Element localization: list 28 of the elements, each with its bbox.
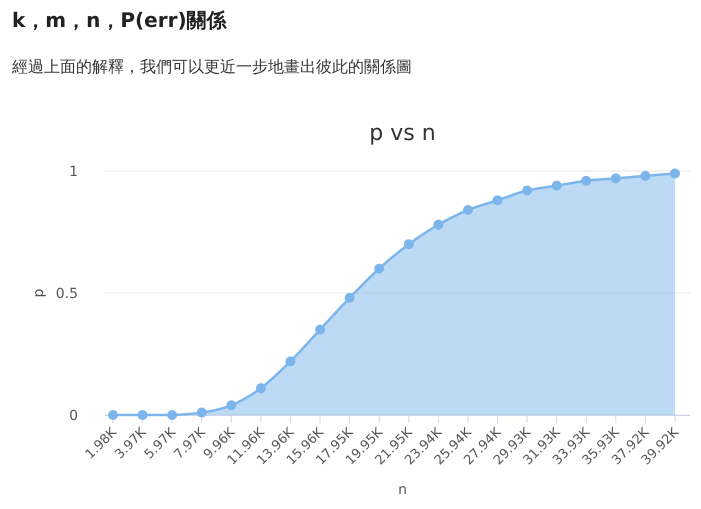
y-tick-label: 0.5: [56, 286, 78, 302]
point: [108, 410, 118, 420]
y-axis-title: p: [31, 288, 47, 298]
point: [670, 168, 680, 178]
x-axis-title: n: [398, 482, 407, 498]
point: [138, 410, 148, 420]
point: [344, 292, 355, 303]
point: [374, 264, 384, 274]
point: [522, 186, 532, 196]
point: [167, 410, 178, 420]
text: 經過上面的解釋，我們可以更近一步地畫出彼此的關係圖: [11, 57, 412, 76]
point: [285, 356, 296, 366]
point: [462, 205, 473, 216]
chart-title: p vs n: [369, 121, 436, 146]
point: [196, 408, 207, 418]
text: k，m，n，P(err)關係: [12, 8, 228, 32]
point: [404, 239, 414, 250]
y-tick-label: 0: [69, 408, 78, 424]
point: [640, 170, 650, 181]
point: [226, 400, 236, 410]
point: [581, 176, 592, 186]
point: [315, 324, 326, 335]
point: [610, 173, 621, 184]
y-tick-label: 1: [69, 164, 78, 180]
point: [256, 383, 266, 394]
point: [492, 195, 503, 206]
point: [552, 180, 562, 191]
point: [433, 220, 444, 230]
